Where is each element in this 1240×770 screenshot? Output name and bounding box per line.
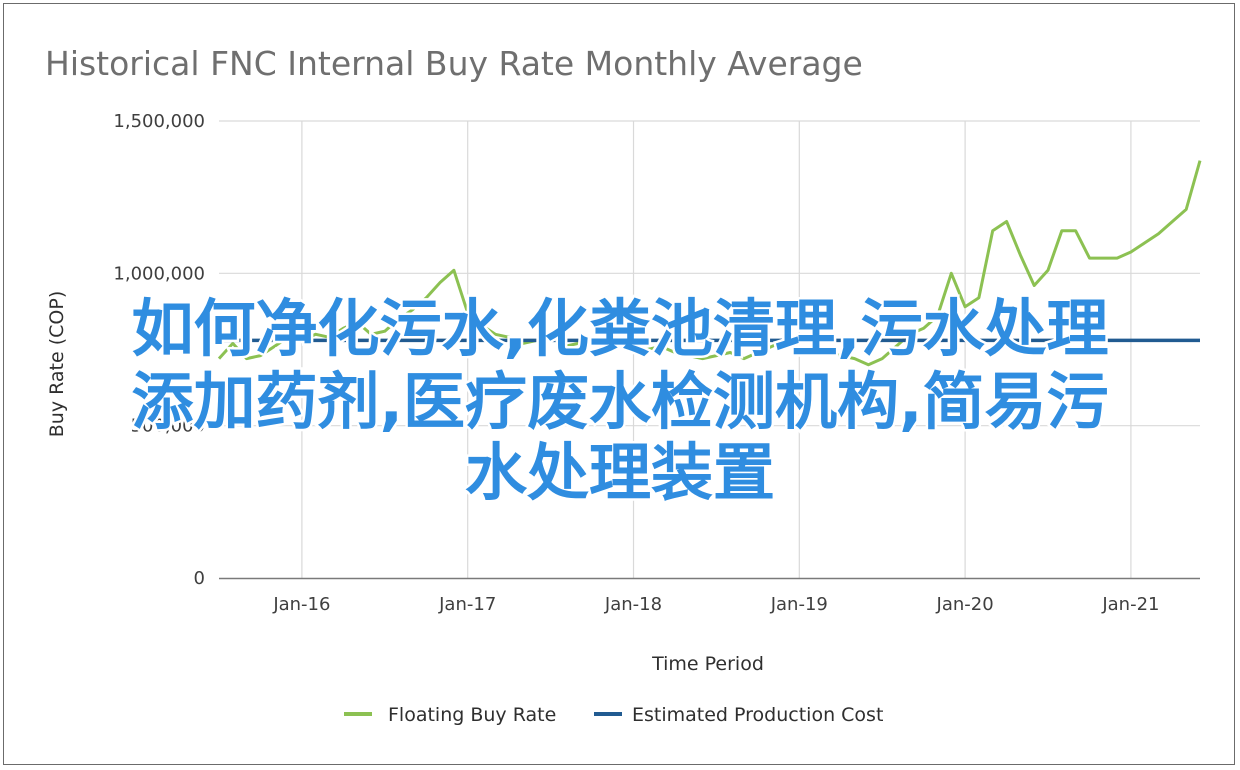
y-tick-label: 500,000 — [131, 416, 205, 437]
x-tick-label: Jan-21 — [1101, 594, 1159, 615]
legend-label: Estimated Production Cost — [632, 704, 883, 726]
chart-series — [217, 160, 1202, 367]
y-tick-label: 1,000,000 — [113, 263, 205, 284]
x-tick-label: Jan-18 — [604, 594, 662, 615]
y-tick-label: 0 — [194, 568, 205, 589]
y-axis-title: Buy Rate (COP) — [46, 291, 68, 437]
watermark-text-line: 如何净化污水,化粪池清理,污水处理 — [131, 292, 1108, 365]
x-tick-label: Jan-20 — [936, 594, 994, 615]
x-axis-title: Time Period — [651, 653, 764, 675]
x-tick-label: Jan-16 — [272, 594, 330, 615]
chart-legend: Floating Buy Rate Estimated Production Co… — [344, 704, 883, 726]
x-tick-label: Jan-19 — [770, 594, 828, 615]
x-tick-label: Jan-17 — [438, 594, 496, 615]
legend-label: Floating Buy Rate — [388, 704, 556, 726]
chart-grid — [219, 120, 1200, 578]
y-tick-label: 1,500,000 — [113, 111, 205, 132]
chart-frame — [3, 3, 1235, 765]
x-axis-ticks: Jan-16 Jan-17 Jan-18 Jan-19 Jan-20 Jan-21 — [272, 594, 1159, 615]
series-line-floating-buy-rate — [217, 160, 1202, 367]
watermark-text-line: 水处理装置 — [465, 436, 775, 509]
chart-title: Historical FNC Internal Buy Rate Monthly… — [45, 44, 863, 83]
y-axis-ticks: 0 500,000 1,000,000 1,500,000 — [113, 111, 205, 589]
watermark-text-line: 添加药剂,医疗废水检测机构,简易污 — [131, 365, 1108, 438]
